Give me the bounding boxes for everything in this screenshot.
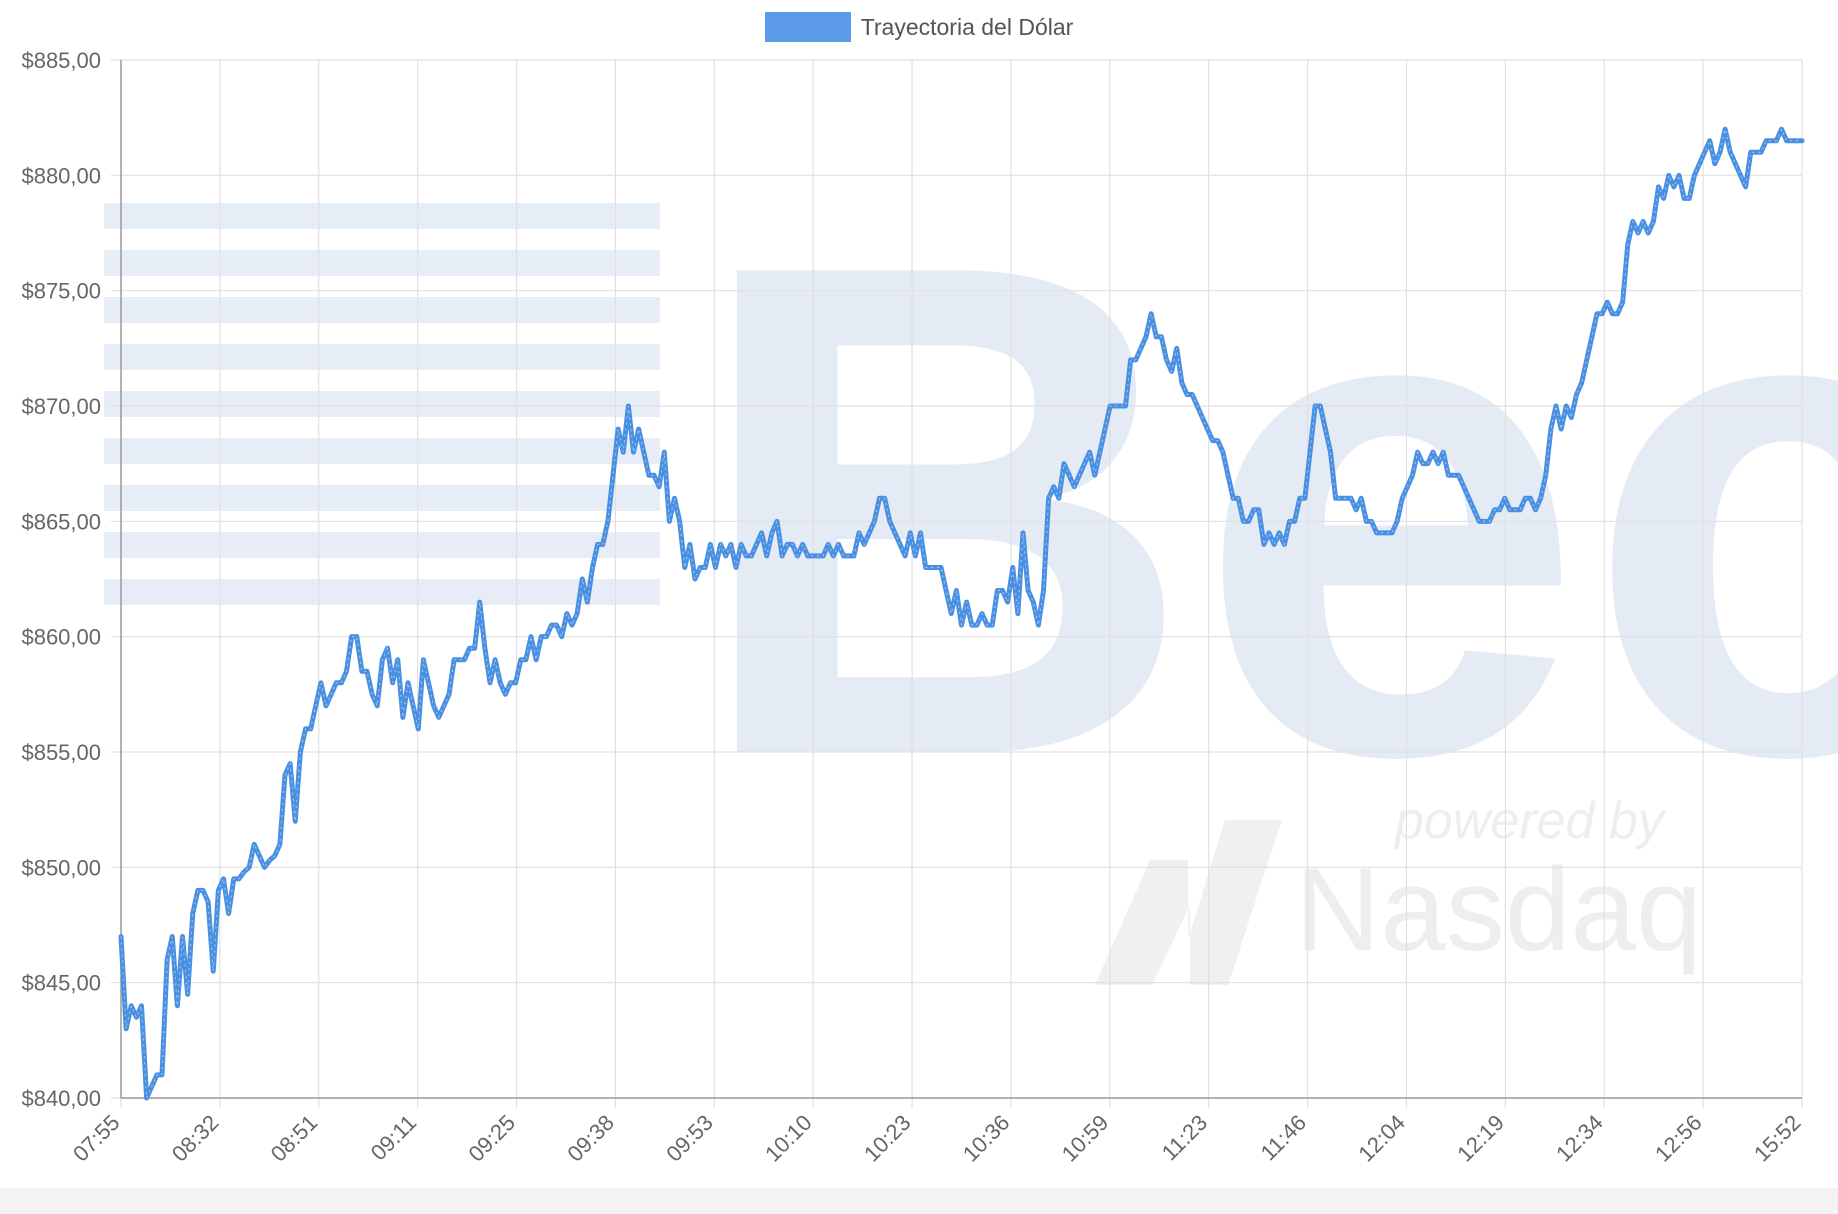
legend-swatch[interactable]: [764, 12, 851, 42]
watermark-stripe: [104, 579, 660, 605]
watermark-stripe: [104, 485, 660, 511]
y-tick-label: $840,00: [21, 1086, 101, 1111]
watermark-brand: Bec: [690, 119, 1838, 901]
watermark-stripe: [104, 438, 660, 464]
y-tick-label: $870,00: [21, 394, 101, 419]
watermark-partner: Nasdaq: [1295, 844, 1702, 976]
watermark-stripe: [104, 532, 660, 558]
y-tick-label: $885,00: [21, 48, 101, 73]
watermark-powered-by: powered by: [1393, 792, 1667, 850]
y-tick-label: $850,00: [21, 855, 101, 880]
legend-label[interactable]: Trayectoria del Dólar: [860, 13, 1074, 40]
y-tick-label: $860,00: [21, 625, 101, 650]
x-tick-label: 07:55: [68, 1110, 125, 1167]
x-tick-label: 10:23: [859, 1110, 916, 1167]
x-tick-label: 10:36: [958, 1110, 1015, 1167]
nasdaq-n-icon: [1095, 820, 1282, 985]
watermark-stripe: [104, 391, 660, 417]
x-axis-ticks: 07:55 08:32 08:51 09:11 09:25 09:38 09:53 10:10…: [68, 1110, 1806, 1167]
y-tick-label: $875,00: [21, 279, 101, 304]
bottom-strip: [0, 1188, 1838, 1214]
y-tick-label: $865,00: [21, 509, 101, 534]
x-tick-label: 12:04: [1353, 1110, 1410, 1167]
legend[interactable]: Trayectoria del Dólar: [0, 12, 1838, 42]
y-tick-label: $880,00: [21, 163, 101, 188]
x-tick-label: 09:53: [661, 1110, 718, 1167]
y-tick-label: $845,00: [21, 971, 101, 996]
series-dolar: [118, 126, 1805, 1101]
x-tick-label: 11:23: [1157, 1110, 1212, 1165]
x-tick-label: 12:19: [1452, 1110, 1509, 1167]
series-line-highlight: [120, 127, 1802, 1099]
x-tick-label: 12:34: [1551, 1110, 1608, 1167]
watermark-stripe: [104, 203, 660, 229]
x-tick-label: 09:11: [366, 1110, 421, 1165]
x-tick-label: 09:38: [562, 1110, 619, 1167]
x-tick-label: 08:32: [167, 1110, 224, 1167]
watermark-stripe: [104, 250, 660, 276]
y-tick-label: $855,00: [21, 740, 101, 765]
x-tick-label: 12:56: [1650, 1110, 1707, 1167]
x-tick-label: 10:10: [760, 1110, 817, 1167]
watermark-stripe: [104, 297, 660, 323]
x-tick-label: 08:51: [266, 1110, 323, 1167]
x-tick-label: 09:25: [463, 1110, 520, 1167]
axes: [120, 60, 1802, 1099]
watermark-stripe: [104, 344, 660, 370]
x-tick-label: 11:46: [1256, 1110, 1311, 1165]
x-tick-label: 15:52: [1749, 1110, 1806, 1167]
grid-lines: [111, 59, 1803, 1108]
x-tick-label: 10:59: [1057, 1110, 1114, 1167]
y-axis-ticks: $885,00 $880,00 $875,00 $870,00 $865,00 $860,…: [21, 48, 101, 1111]
